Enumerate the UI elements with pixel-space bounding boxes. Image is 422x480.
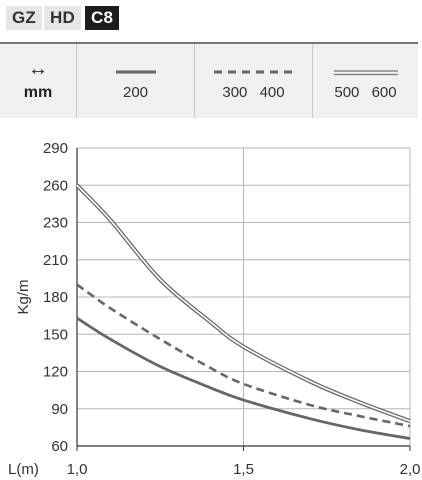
x-axis-label: L(m) [8, 461, 39, 478]
axes [76, 148, 411, 451]
legend-item-double: 500 600 [313, 44, 418, 118]
y-tick-label: 260 [43, 177, 68, 194]
units-label: mm [23, 84, 53, 101]
y-tick-label: 180 [43, 289, 68, 306]
legend-label-double: 500 600 [334, 84, 397, 101]
series-line-dashed [76, 283, 411, 428]
legend-solid-line [115, 70, 156, 74]
y-tick-label: 290 [43, 140, 68, 157]
series-line-solid [76, 316, 411, 440]
tick-labels: 290 260 230 210 180 150 120 90 60 1,0 1,5 2,0 L(m) Kg… [8, 140, 420, 478]
legend-item-dashed: 300 400 [195, 44, 313, 118]
y-axis-label: Kg/m [15, 279, 32, 314]
series-line-double-inner [76, 184, 411, 422]
legend-label-solid: 200 [122, 84, 149, 101]
x-tick-label: 1,5 [233, 461, 254, 478]
legend-dashed-line [213, 70, 294, 74]
legend-units-cell: ↔ mm [0, 44, 77, 118]
y-tick-label: 230 [43, 215, 68, 232]
legend-item-solid: 200 [77, 44, 195, 118]
badge-c8: C8 [84, 6, 120, 30]
y-tick-label: 120 [43, 364, 68, 381]
legend-table: ↔ mm 200 300 400 500 600 [0, 42, 418, 118]
badge-hd: HD [44, 6, 81, 30]
horizontal-arrows-icon: ↔ [28, 58, 48, 80]
x-tick-label: 2,0 [400, 461, 421, 478]
badge-gz: GZ [6, 6, 43, 30]
y-tick-label: 210 [43, 252, 68, 269]
y-tick-label: 60 [51, 438, 68, 455]
series-lines [75, 183, 411, 440]
x-tick-label: 1,0 [67, 461, 88, 478]
product-badges: GZ HD C8 [6, 6, 120, 30]
y-tick-label: 90 [51, 401, 68, 418]
chart: 290 260 230 210 180 150 120 90 60 1,0 1,5 2,0 L(m) Kg… [8, 140, 420, 478]
y-tick-label: 150 [43, 326, 68, 343]
legend-double-line [333, 70, 398, 76]
legend-label-dashed: 300 400 [222, 84, 285, 101]
